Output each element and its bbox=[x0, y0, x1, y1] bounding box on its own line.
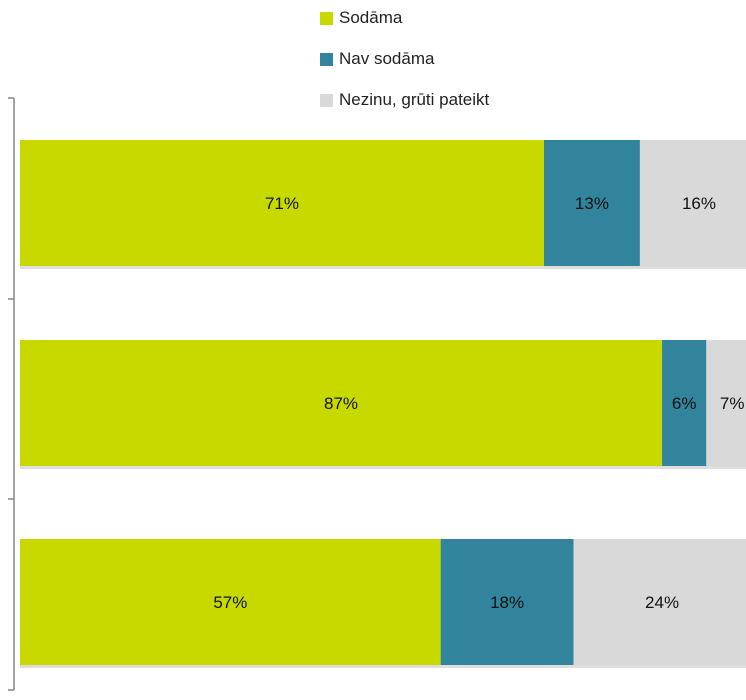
data-label: 71% bbox=[265, 194, 299, 213]
legend-label-nav-sodama: Nav sodāma bbox=[339, 49, 435, 68]
data-label: 16% bbox=[682, 194, 716, 213]
data-label: 24% bbox=[645, 593, 679, 612]
data-label: 13% bbox=[575, 194, 609, 213]
legend-label-sodama: Sodāma bbox=[339, 8, 403, 27]
bar-segment bbox=[639, 140, 746, 266]
bar-segment bbox=[20, 539, 441, 665]
bar-segment bbox=[662, 340, 707, 466]
bar-segment bbox=[573, 539, 746, 665]
legend-item-sodama: Sodāma bbox=[320, 4, 489, 32]
legend-item-nav-sodama: Nav sodāma bbox=[320, 45, 489, 73]
bar-segment bbox=[20, 140, 544, 266]
bar-shadow bbox=[20, 665, 746, 668]
data-label: 57% bbox=[213, 593, 247, 612]
legend-swatch-nav-sodama bbox=[320, 52, 333, 66]
legend: Sodāma Nav sodāma Nezinu, grūti pateikt bbox=[320, 4, 489, 127]
legend-item-nezinu: Nezinu, grūti pateikt bbox=[320, 86, 489, 114]
data-label: 6% bbox=[672, 394, 697, 413]
bar-segment bbox=[20, 340, 663, 466]
legend-swatch-nezinu bbox=[320, 93, 333, 107]
bar-segment bbox=[543, 140, 640, 266]
legend-swatch-sodama bbox=[320, 11, 333, 25]
bar-shadow bbox=[20, 266, 746, 269]
data-label: 87% bbox=[324, 394, 358, 413]
data-label: 7% bbox=[720, 394, 745, 413]
bar-segment bbox=[706, 340, 746, 466]
bar-segment bbox=[440, 539, 574, 665]
data-label: 18% bbox=[490, 593, 524, 612]
legend-label-nezinu: Nezinu, grūti pateikt bbox=[339, 90, 490, 109]
bar-shadow bbox=[20, 466, 746, 469]
